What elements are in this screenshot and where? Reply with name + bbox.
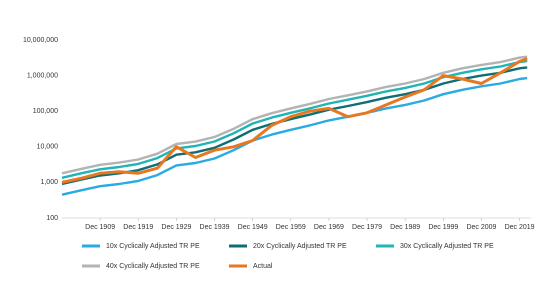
y-tick-label: 10,000 (37, 144, 59, 151)
x-tick-label: Dec 2009 (466, 224, 496, 231)
series-line (61, 76, 528, 196)
x-tick-label: Dec 1909 (85, 224, 115, 231)
x-tick-label: Dec 1959 (276, 224, 306, 231)
x-tick-label: Dec 1939 (200, 224, 230, 231)
legend-label: 40x Cyclically Adjusted TR PE (106, 263, 200, 270)
legend-label: Actual (253, 263, 273, 270)
y-tick-label: 10,000,000 (23, 37, 58, 44)
x-tick-label: Dec 1929 (161, 224, 191, 231)
legend-label: 10x Cyclically Adjusted TR PE (106, 243, 200, 250)
series-line (61, 66, 528, 186)
x-tick-label: Dec 1999 (428, 224, 458, 231)
y-tick-label: 1,000,000 (27, 72, 58, 79)
x-tick-label: Dec 1919 (123, 224, 153, 231)
x-tick-label: Dec 1969 (314, 224, 344, 231)
x-tick-label: Dec 1989 (390, 224, 420, 231)
y-tick-label: 1,000 (40, 179, 58, 186)
x-tick-label: Dec 2019 (505, 224, 535, 231)
y-tick-label: 100 (46, 215, 58, 222)
series-line (61, 59, 528, 179)
x-tick-label: Dec 1949 (238, 224, 268, 231)
y-tick-label: 100,000 (33, 108, 58, 115)
legend-label: 30x Cyclically Adjusted TR PE (400, 243, 494, 250)
x-tick-label: Dec 1979 (352, 224, 382, 231)
legend-label: 20x Cyclically Adjusted TR PE (253, 243, 347, 250)
series-line (61, 57, 528, 184)
series-line (61, 55, 528, 175)
